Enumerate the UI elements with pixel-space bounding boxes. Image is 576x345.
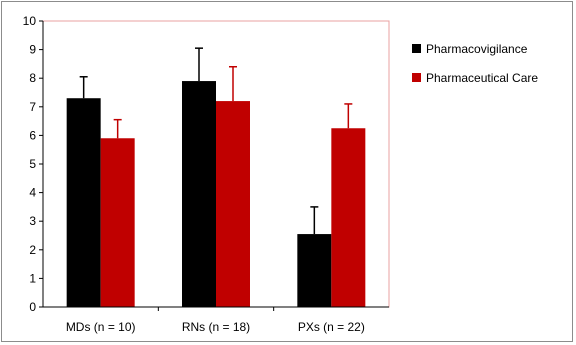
error-bars bbox=[79, 47, 353, 235]
legend-swatch bbox=[412, 73, 421, 82]
bars bbox=[66, 81, 366, 307]
y-axis: 0 1 2 3 4 5 6 7 8 9 10 bbox=[23, 14, 44, 314]
y-tick-label: 8 bbox=[29, 71, 36, 85]
y-tick-label: 3 bbox=[29, 214, 36, 228]
bar-pharmaceutical-care bbox=[100, 138, 135, 307]
legend: Pharmacovigilance Pharmaceutical Care bbox=[412, 42, 538, 85]
bar-pharmaceutical-care bbox=[216, 101, 250, 307]
y-tick-label: 1 bbox=[29, 271, 36, 285]
y-tick-label: 2 bbox=[29, 243, 36, 257]
y-tick-label: 7 bbox=[29, 100, 36, 114]
legend-label: Pharmacovigilance bbox=[426, 42, 528, 56]
y-tick-label: 10 bbox=[23, 14, 37, 28]
y-tick-label: 5 bbox=[29, 157, 36, 171]
y-tick-label: 4 bbox=[29, 186, 36, 200]
x-category-label: PXs (n = 22) bbox=[298, 320, 365, 334]
y-tick-label: 0 bbox=[29, 300, 36, 314]
bar-pharmacovigilance bbox=[182, 81, 216, 307]
y-tick-label: 9 bbox=[29, 43, 36, 57]
bar-pharmacovigilance bbox=[66, 98, 101, 307]
x-category-label: RNs (n = 18) bbox=[182, 320, 250, 334]
y-tick-label: 6 bbox=[29, 128, 36, 142]
x-category-label: MDs (n = 10) bbox=[66, 320, 136, 334]
x-axis: MDs (n = 10) RNs (n = 18) PXs (n = 22) bbox=[43, 306, 389, 334]
legend-label: Pharmaceutical Care bbox=[426, 71, 538, 85]
bar-pharmaceutical-care bbox=[331, 128, 366, 307]
legend-swatch bbox=[412, 44, 421, 53]
bar-pharmacovigilance bbox=[297, 234, 332, 307]
